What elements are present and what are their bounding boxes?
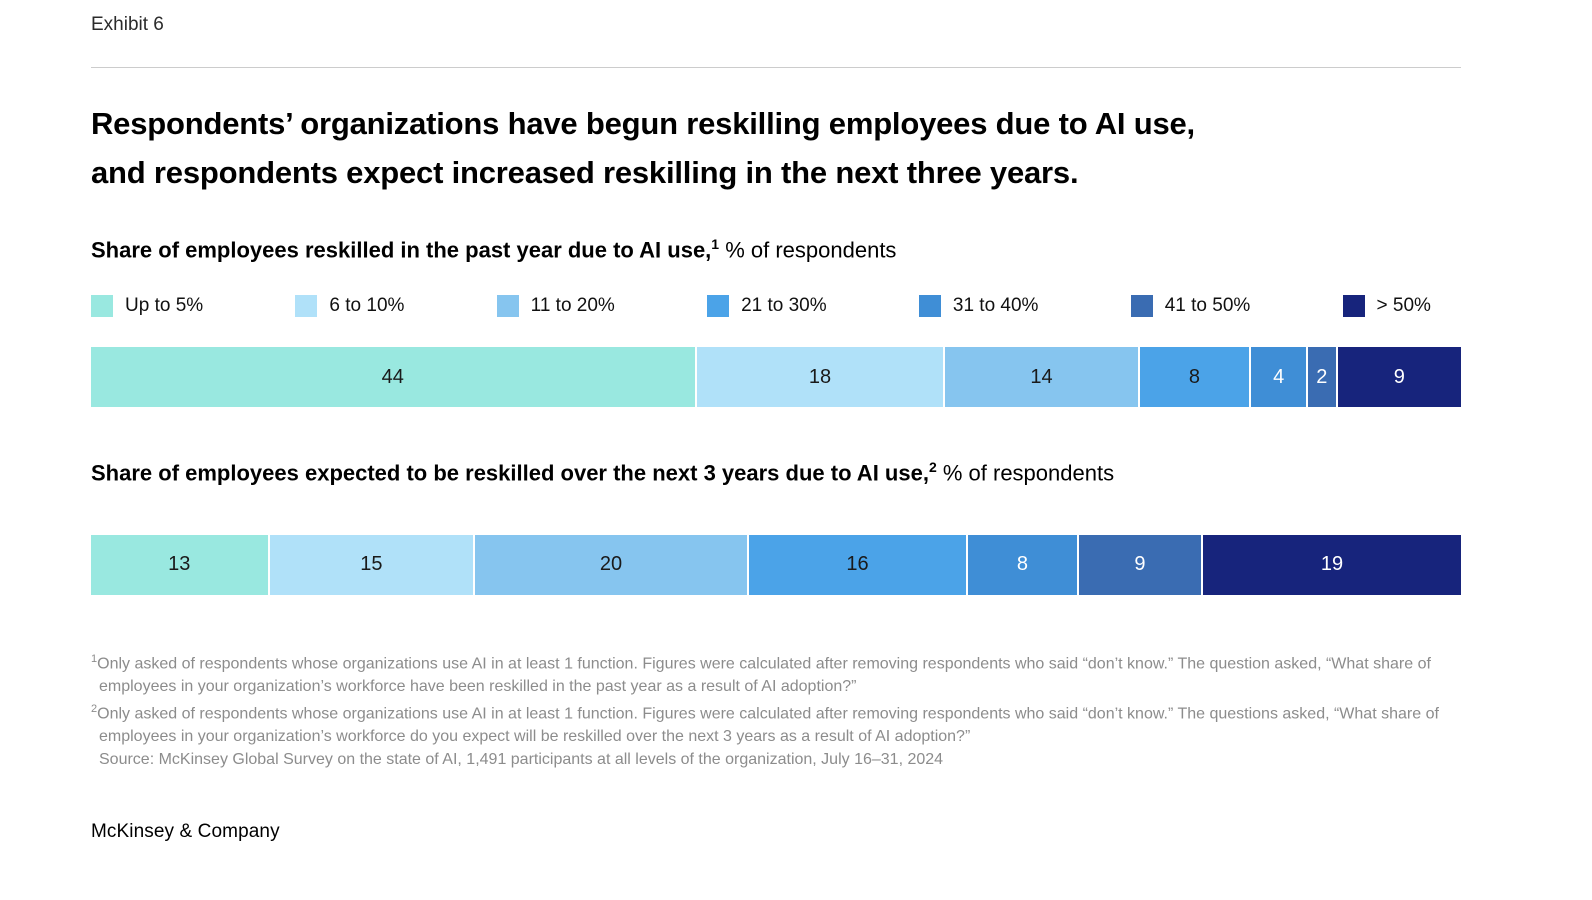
legend-swatch	[707, 295, 730, 318]
chart-2-subtitle-unit: % of respondents	[936, 460, 1115, 486]
legend-item: 21 to 30%	[707, 295, 827, 318]
page-title-line-2: and respondents expect increased reskill…	[91, 155, 1079, 190]
legend-label: 41 to 50%	[1164, 295, 1251, 317]
bar-segment: 19	[1200, 534, 1461, 595]
legend-swatch	[295, 295, 318, 318]
page: Exhibit 6 Respondents’ organizations hav…	[91, 14, 1462, 843]
legend-label: 11 to 20%	[530, 295, 615, 317]
bar-segment: 13	[91, 534, 268, 595]
page-title-line-1: Respondents’ organizations have begun re…	[91, 106, 1195, 141]
legend-swatch	[496, 295, 519, 318]
legend-swatch	[91, 295, 113, 318]
bar-segment: 9	[1076, 534, 1201, 595]
legend-item: 6 to 10%	[295, 295, 405, 318]
mckinsey-logo: McKinsey & Company	[91, 821, 280, 843]
footnote: 2Only asked of respondents whose organiz…	[91, 702, 1439, 746]
legend-item: 41 to 50%	[1130, 295, 1251, 318]
footnote-marker: 1	[91, 652, 98, 665]
legend-label: 6 to 10%	[329, 295, 405, 317]
legend: Up to 5% 6 to 10% 11 to 20% 21 to 30% 31 to …	[91, 295, 1431, 318]
legend-label: > 50%	[1376, 295, 1431, 317]
page-title: Respondents’ organizations have begun re…	[91, 99, 1461, 197]
chart-2-subtitle: Share of employees expected to be reskil…	[91, 459, 1461, 486]
footnote: 1Only asked of respondents whose organiz…	[91, 652, 1431, 695]
chart-1-subtitle-bold: Share of employees reskilled in the past…	[91, 237, 712, 263]
legend-label: 21 to 30%	[741, 295, 827, 317]
bar-segment: 15	[267, 534, 474, 595]
bar-segment: 16	[746, 534, 967, 595]
bar-segment: 9	[1335, 347, 1462, 408]
bar-segment: 18	[694, 347, 944, 408]
legend-label: Up to 5%	[125, 295, 204, 317]
legend-item: > 50%	[1342, 295, 1431, 318]
exhibit-label: Exhibit 6	[91, 14, 164, 35]
chart-2-subtitle-bold: Share of employees expected to be reskil…	[91, 460, 929, 486]
source-line: Source: McKinsey Global Survey on the st…	[99, 751, 944, 769]
divider	[91, 67, 1461, 68]
bar-segment: 4	[1249, 347, 1307, 408]
legend-item: 31 to 40%	[918, 295, 1039, 318]
legend-item: Up to 5%	[91, 295, 204, 318]
footnote-marker: 2	[91, 702, 98, 715]
bar-segment: 2	[1306, 347, 1336, 408]
legend-swatch	[918, 295, 941, 318]
bar-segment: 8	[966, 534, 1077, 595]
bar-segment: 44	[91, 347, 695, 408]
chart-1-footnote-marker: 1	[711, 236, 720, 252]
bar-segment: 20	[473, 534, 747, 595]
chart-1-subtitle-unit: % of respondents	[719, 237, 897, 263]
chart-1-subtitle: Share of employees reskilled in the past…	[91, 236, 1461, 263]
legend-item: 11 to 20%	[496, 295, 615, 318]
chart-next-3-years-bar: 13 15 20 16 8 9 19	[91, 534, 1461, 595]
chart-past-year-bar: 44 18 14 8 4 2 9	[91, 347, 1462, 408]
footnotes: 1Only asked of respondents whose organiz…	[91, 648, 1441, 772]
chart-2-footnote-marker: 2	[928, 459, 937, 476]
legend-swatch	[1342, 295, 1365, 318]
bar-segment: 8	[1137, 347, 1250, 408]
legend-swatch	[1130, 295, 1153, 318]
legend-label: 31 to 40%	[952, 295, 1039, 317]
bar-segment: 14	[943, 347, 1138, 408]
